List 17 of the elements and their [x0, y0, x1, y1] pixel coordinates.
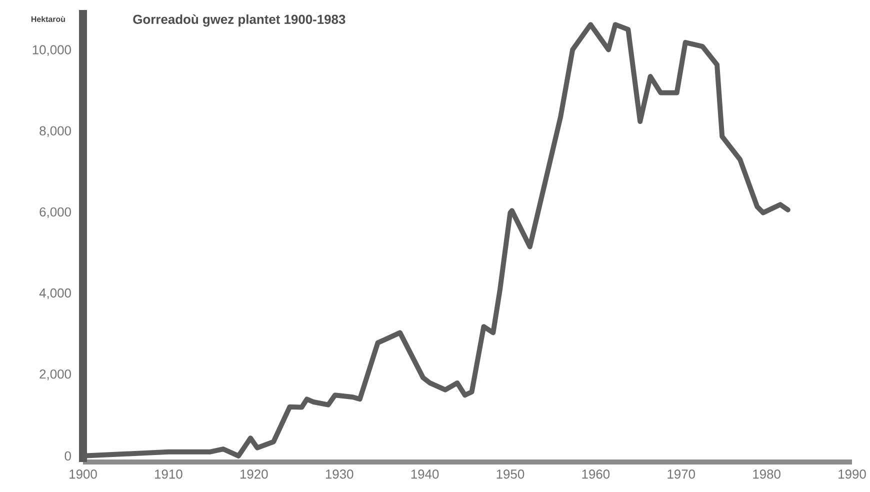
x-tick-label: 1980	[753, 470, 780, 479]
x-tick-label: 1970	[668, 470, 696, 479]
x-tick-label: 1950	[496, 470, 524, 479]
x-tick-label: 1930	[326, 470, 354, 479]
y-tick-label: 4,000	[39, 288, 71, 300]
y-tick-label: 0	[64, 451, 71, 461]
x-tick-label: 1900	[70, 470, 97, 479]
x-tick-label: 1940	[411, 470, 439, 479]
chart-title: Gorreadoù gwez plantet 1900-1983	[133, 14, 346, 27]
x-tick-label: 1990	[838, 470, 866, 479]
y-tick-label: 6,000	[40, 207, 71, 218]
x-tick-label: 1960	[582, 470, 610, 479]
x-tick-label: 1910	[155, 470, 182, 479]
x-tick-label: 1920	[240, 470, 268, 479]
y-tick-label: 10,000	[32, 45, 71, 56]
y-tick-label: 8,000	[40, 126, 71, 137]
y-tick-label: 2,000	[40, 369, 71, 380]
